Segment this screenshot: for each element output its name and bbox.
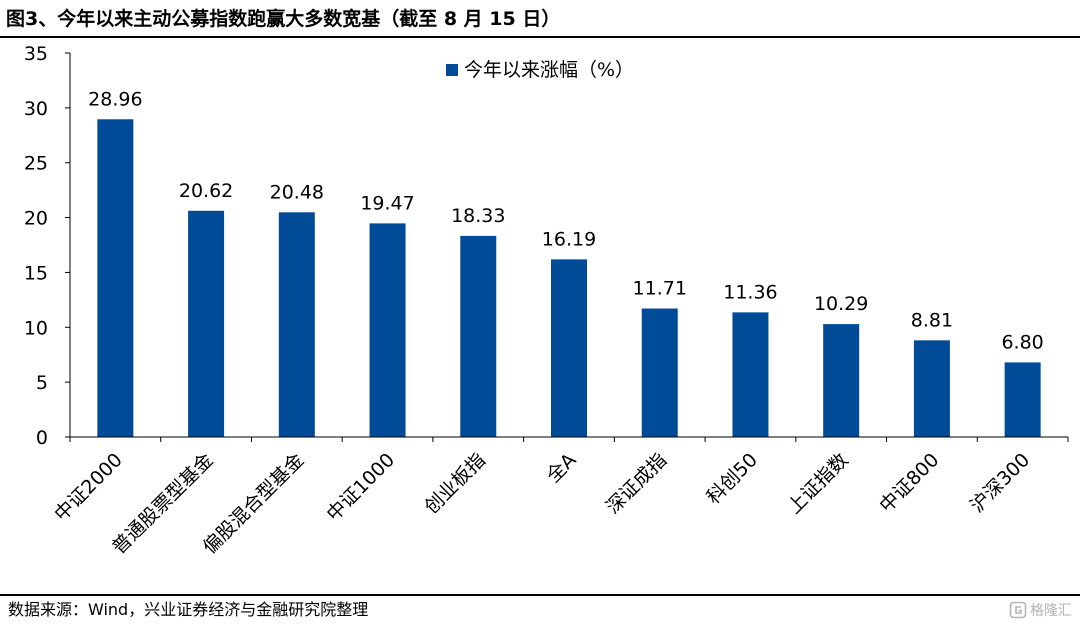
watermark-text: 格隆汇	[1030, 603, 1072, 619]
bar-chart: 28.96 20.62 20.48 19.47 18.33 16.19 11.71 11.36…	[24, 43, 1069, 559]
data-label: 16.19	[542, 228, 596, 250]
y-tick-label: 0	[36, 427, 48, 449]
bar	[823, 324, 860, 437]
data-label: 8.81	[911, 309, 953, 331]
data-label: 11.36	[723, 281, 777, 303]
data-label: 10.29	[814, 293, 868, 315]
bar	[641, 308, 678, 437]
y-tick-label: 10	[24, 317, 48, 339]
data-label: 28.96	[88, 88, 142, 110]
y-tick-label: 25	[24, 153, 48, 175]
figure-title: 图3、今年以来主动公募指数跑赢大多数宽基（截至 8 月 15 日）	[6, 8, 561, 30]
y-tick-label: 30	[24, 98, 48, 120]
data-label: 19.47	[360, 192, 414, 214]
legend-swatch	[446, 64, 458, 76]
data-label: 20.48	[270, 181, 324, 203]
x-tick-label: 上证指数	[783, 449, 852, 518]
source-note: 数据来源：Wind，兴业证券经济与金融研究院整理	[8, 600, 369, 619]
legend-label: 今年以来涨幅（%）	[464, 59, 634, 81]
bar	[551, 259, 587, 437]
x-tick-label: 全A	[542, 449, 580, 487]
bar	[913, 340, 950, 437]
bar	[1004, 362, 1041, 437]
footer-rule	[0, 594, 1080, 596]
bar	[369, 223, 406, 437]
x-tick-label: 沪深300	[966, 449, 1034, 517]
bar	[97, 119, 134, 437]
bar	[188, 210, 225, 437]
title-rule	[0, 36, 1080, 38]
bar	[732, 312, 769, 437]
watermark-logo-icon	[1009, 601, 1027, 619]
y-tick-label: 35	[24, 43, 48, 65]
x-tick-label: 创业板指	[421, 449, 490, 518]
data-label: 20.62	[179, 180, 233, 202]
y-tick-label: 20	[24, 208, 48, 230]
x-tick-label: 中证2000	[50, 449, 127, 526]
data-label: 11.71	[633, 278, 687, 300]
data-label: 18.33	[451, 205, 505, 227]
bar	[278, 212, 315, 437]
bar	[460, 235, 497, 437]
y-tick-label: 15	[24, 262, 48, 284]
x-tick-label: 深证成指	[602, 449, 671, 518]
watermark: 格隆汇	[1009, 598, 1072, 622]
y-tick-label: 5	[36, 372, 48, 394]
x-tick-label: 中证1000	[322, 449, 399, 526]
data-label: 6.80	[1001, 331, 1043, 353]
x-tick-label: 科创50	[702, 449, 762, 509]
x-tick-label: 中证800	[875, 449, 943, 517]
